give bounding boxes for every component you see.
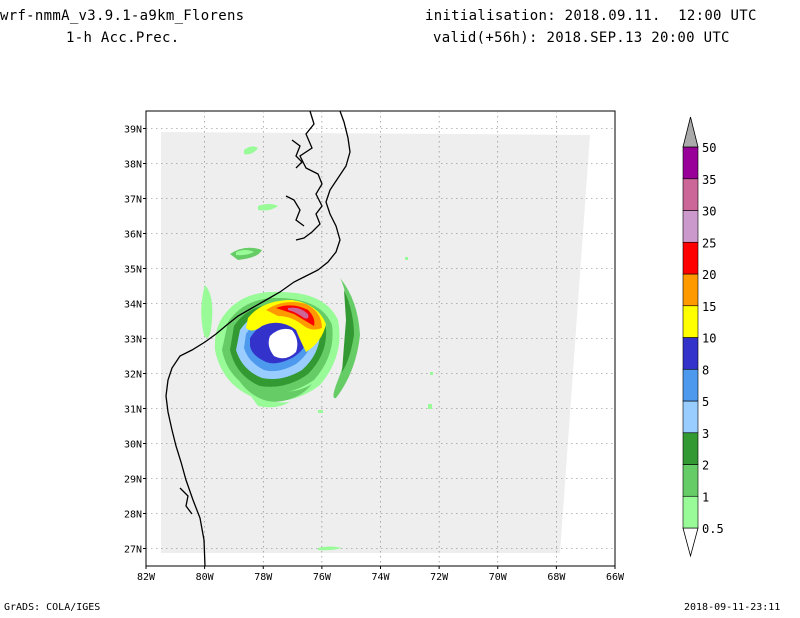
longitude-tick-labels: 82W 80W 78W 76W 74W 72W 70W 68W 66W <box>137 566 625 583</box>
colorbar-swatch <box>682 464 699 497</box>
field-name: 1-h Acc.Prec. <box>66 30 180 46</box>
colorbar-level-label: 2 <box>702 459 709 473</box>
lat-tick-label: 29N <box>124 475 142 486</box>
colorbar-level-label: 20 <box>702 268 716 282</box>
colorbar-swatch <box>682 178 699 211</box>
lon-tick-label: 76W <box>313 572 332 583</box>
colorbar-min-arrow <box>682 527 699 558</box>
colorbar-level-label: 0.5 <box>702 522 724 536</box>
colorbar-swatch <box>682 273 699 307</box>
lat-tick-label: 30N <box>124 440 142 451</box>
precipitation-contours <box>201 146 433 551</box>
colorbar-swatch <box>682 368 699 402</box>
lon-tick-label: 72W <box>430 572 449 583</box>
lat-tick-label: 39N <box>124 125 142 136</box>
colorbar-swatch <box>682 210 699 243</box>
initialisation-time: initialisation: 2018.09.11. 12:00 UTC <box>425 8 757 24</box>
colorbar-swatch <box>682 241 699 275</box>
lat-tick-label: 27N <box>124 545 142 556</box>
lat-tick-label: 31N <box>124 405 142 416</box>
lat-tick-label: 33N <box>124 335 142 346</box>
lon-tick-label: 82W <box>137 572 156 583</box>
lon-tick-label: 80W <box>196 572 215 583</box>
lat-tick-label: 38N <box>124 160 142 171</box>
colorbar-level-label: 50 <box>702 141 716 155</box>
colorbar-swatch <box>682 400 699 434</box>
colorbar-level-label: 10 <box>702 332 716 346</box>
lat-tick-label: 37N <box>124 195 142 206</box>
colorbar-level-label: 35 <box>702 173 716 187</box>
colorbar-swatch <box>682 305 699 338</box>
lon-tick-label: 68W <box>547 572 566 583</box>
lon-tick-label: 66W <box>606 572 625 583</box>
colorbar-level-label: 15 <box>702 300 716 314</box>
colorbar-swatch <box>682 146 699 180</box>
render-timestamp: 2018-09-11-23:11 <box>684 602 781 613</box>
colorbar-level-label: 3 <box>702 427 709 441</box>
colorbar-swatch <box>682 432 699 465</box>
lat-tick-label: 32N <box>124 370 142 381</box>
lon-tick-label: 78W <box>254 572 273 583</box>
lon-tick-label: 70W <box>489 572 508 583</box>
colorbar-swatch <box>682 337 699 370</box>
map-gridlines <box>146 111 615 566</box>
model-domain <box>161 132 590 553</box>
colorbar-level-label: 5 <box>702 395 709 409</box>
lat-tick-label: 36N <box>124 230 142 241</box>
lon-tick-label: 74W <box>371 572 390 583</box>
lat-tick-label: 34N <box>124 300 142 311</box>
colorbar-level-label: 8 <box>702 363 709 377</box>
coastline <box>165 110 351 567</box>
valid-time: valid(+56h): 2018.SEP.13 20:00 UTC <box>433 30 730 46</box>
colorbar-level-label: 1 <box>702 490 709 504</box>
colorbar-max-arrow <box>682 116 699 148</box>
model-title: wrf-nmmA_v3.9.1-a9km_Florens <box>0 8 245 24</box>
latitude-tick-labels: 27N 28N 29N 30N 31N 32N 33N 34N 35N 36N 37N 38N 39N <box>124 125 146 556</box>
colorbar-level-label: 25 <box>702 236 716 250</box>
lat-tick-label: 28N <box>124 510 142 521</box>
colorbar-swatch <box>682 495 699 529</box>
grads-credit: GrADS: COLA/IGES <box>4 602 101 613</box>
lat-tick-label: 35N <box>124 265 142 276</box>
colorbar-level-label: 30 <box>702 205 716 219</box>
